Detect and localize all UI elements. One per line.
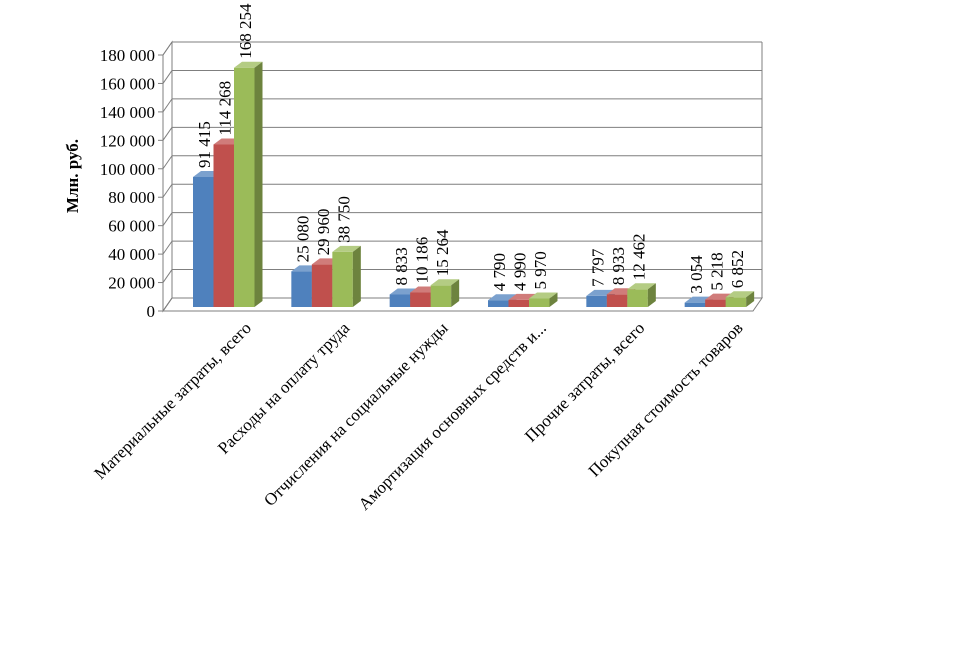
gridline-side — [162, 41, 173, 56]
bar — [606, 294, 628, 307]
data-label: 6 852 — [728, 250, 747, 288]
bar — [291, 271, 312, 307]
data-label: 4 990 — [511, 253, 530, 291]
data-label: 15 264 — [433, 229, 452, 276]
gridline-side — [162, 297, 173, 312]
bar — [234, 67, 255, 308]
data-label: 7 797 — [589, 248, 608, 287]
bar-top — [430, 279, 460, 286]
bar-top — [234, 61, 263, 68]
bar-top — [627, 283, 656, 290]
y-tick-label: 100 000 — [100, 160, 155, 179]
gridline-side — [162, 127, 173, 141]
data-label: 25 080 — [294, 216, 313, 263]
category-label: Материальные затраты, всего — [90, 318, 255, 483]
y-tick-label: 20 000 — [108, 274, 155, 293]
y-tick-label: 160 000 — [100, 74, 155, 93]
y-tick-label: 180 000 — [100, 46, 155, 65]
bar-top — [529, 292, 558, 299]
bar — [529, 298, 550, 307]
bar — [705, 299, 726, 307]
y-tick-label: 0 — [147, 302, 156, 321]
y-tick-label: 120 000 — [100, 131, 155, 150]
category-label: Амортизация основных средств и... — [355, 318, 550, 513]
gridline-side — [162, 212, 173, 226]
data-label: 4 790 — [490, 253, 509, 291]
bar-side — [647, 283, 656, 307]
bar — [430, 285, 452, 307]
bar — [586, 295, 607, 307]
bar-side — [254, 61, 263, 308]
gridline-side — [162, 98, 173, 113]
data-label: 10 186 — [412, 237, 431, 284]
bar-side — [549, 292, 558, 307]
gridline-side — [162, 155, 173, 170]
data-label: 38 750 — [335, 196, 354, 243]
y-tick-label: 80 000 — [108, 188, 155, 207]
gridline-side — [162, 70, 173, 84]
bar — [488, 300, 509, 307]
bar — [213, 144, 234, 307]
data-label: 29 960 — [314, 209, 333, 256]
bars — [193, 61, 755, 308]
data-label: 3 054 — [687, 255, 706, 294]
gridline-side — [162, 269, 173, 283]
bar — [410, 292, 431, 307]
data-label: 8 833 — [392, 247, 411, 285]
data-label: 12 462 — [630, 234, 649, 281]
y-axis-label: Млн. руб. — [63, 139, 82, 213]
bar-side — [746, 291, 755, 307]
bar — [684, 302, 706, 307]
gridlines — [158, 41, 762, 312]
bar — [508, 299, 529, 307]
y-axis-ticks: 0 20 000 40 000 60 000 80 000 100 000 120 000 1… — [100, 46, 155, 321]
bar-side — [451, 279, 460, 307]
bar — [332, 251, 353, 307]
data-label: 114 268 — [216, 81, 235, 136]
data-label: 168 254 — [236, 3, 255, 59]
y-tick-label: 40 000 — [108, 245, 155, 264]
data-label: 5 218 — [707, 252, 726, 290]
bar — [193, 176, 214, 307]
data-label: 8 933 — [609, 247, 628, 285]
category-label: Отчисления на социальные нужды — [260, 318, 452, 510]
bar-top — [332, 245, 361, 252]
bar — [311, 264, 333, 307]
gridline-side — [162, 183, 173, 198]
y-tick-label: 60 000 — [108, 217, 155, 236]
y-tick-label: 140 000 — [100, 103, 155, 122]
bar — [725, 297, 747, 307]
bar — [627, 289, 648, 307]
category-label: Покупная стоимость товаров — [585, 318, 747, 480]
data-label: 91 415 — [195, 121, 214, 168]
bar-side — [352, 245, 361, 307]
bar-top — [725, 291, 755, 298]
gridline-side — [162, 240, 173, 255]
bar-top — [488, 294, 517, 301]
data-label: 5 970 — [531, 251, 550, 289]
bar — [389, 294, 411, 307]
